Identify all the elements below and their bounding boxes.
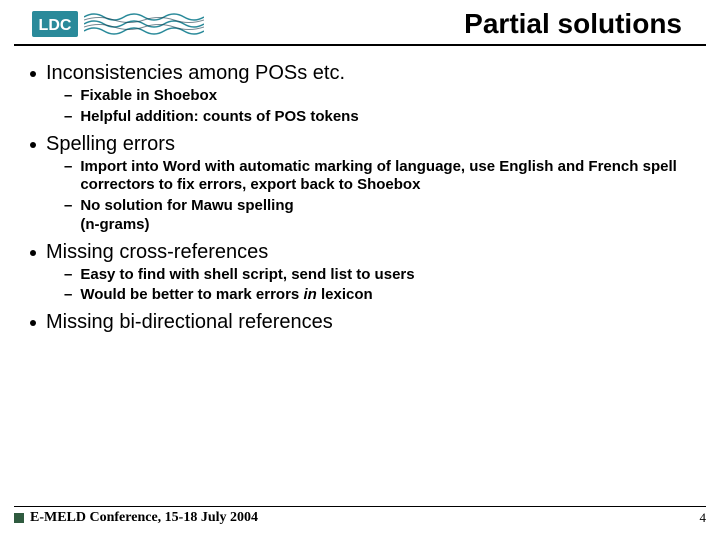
bullet-dot-icon [30,250,36,256]
bullet-level-2: –Would be better to mark errors in lexic… [64,286,702,305]
bullet-dot-icon [30,71,36,77]
bullet-dash-icon: – [64,158,72,177]
bullet-dash-icon: – [64,266,72,285]
bullet-dash-icon: – [64,87,72,106]
logo-group: LDC [32,9,204,39]
slide-header: LDC Partial solutions [14,0,706,46]
bullet-dash-icon: – [64,108,72,127]
bullet-l1-text: Spelling errors [46,133,175,156]
bullet-l1-text: Missing bi-directional references [46,311,333,334]
bullet-l2-text: Import into Word with automatic marking … [80,158,680,196]
bullet-level-1: Inconsistencies among POSs etc. [30,62,702,85]
footer-left: E-MELD Conference, 15-18 July 2004 [14,510,258,526]
bullet-level-1: Missing bi-directional references [30,311,702,334]
bullet-level-2: –Helpful addition: counts of POS tokens [64,108,702,127]
bullet-level-2: –Easy to find with shell script, send li… [64,266,702,285]
footer-square-icon [14,513,24,523]
bullet-l2-text: No solution for Mawu spelling (n-grams) [80,197,293,235]
ldc-logo-icon: LDC [32,9,78,39]
bullet-l1-text: Missing cross-references [46,241,268,264]
bullet-level-2: –No solution for Mawu spelling (n-grams) [64,197,702,235]
bullet-l2-text: Would be better to mark errors in lexico… [80,286,372,305]
svg-text:LDC: LDC [39,17,72,34]
bullet-level-1: Spelling errors [30,133,702,156]
bullet-dash-icon: – [64,286,72,305]
bullet-l2-text: Easy to find with shell script, send lis… [80,266,414,285]
bullet-l2-text: Helpful addition: counts of POS tokens [80,108,358,127]
bullet-dot-icon [30,320,36,326]
bullet-level-2: –Fixable in Shoebox [64,87,702,106]
bullet-level-1: Missing cross-references [30,241,702,264]
slide-footer: E-MELD Conference, 15-18 July 2004 4 [14,506,706,526]
footer-conference-text: E-MELD Conference, 15-18 July 2004 [30,510,258,526]
slide-body: Inconsistencies among POSs etc.–Fixable … [0,46,720,334]
bullet-dot-icon [30,142,36,148]
bullet-dash-icon: – [64,197,72,216]
slide-title: Partial solutions [204,8,688,40]
bullet-l2-text: Fixable in Shoebox [80,87,217,106]
waveform-logo-icon [84,9,204,39]
bullet-l1-text: Inconsistencies among POSs etc. [46,62,345,85]
bullet-level-2: –Import into Word with automatic marking… [64,158,702,196]
footer-page-number: 4 [700,510,707,526]
